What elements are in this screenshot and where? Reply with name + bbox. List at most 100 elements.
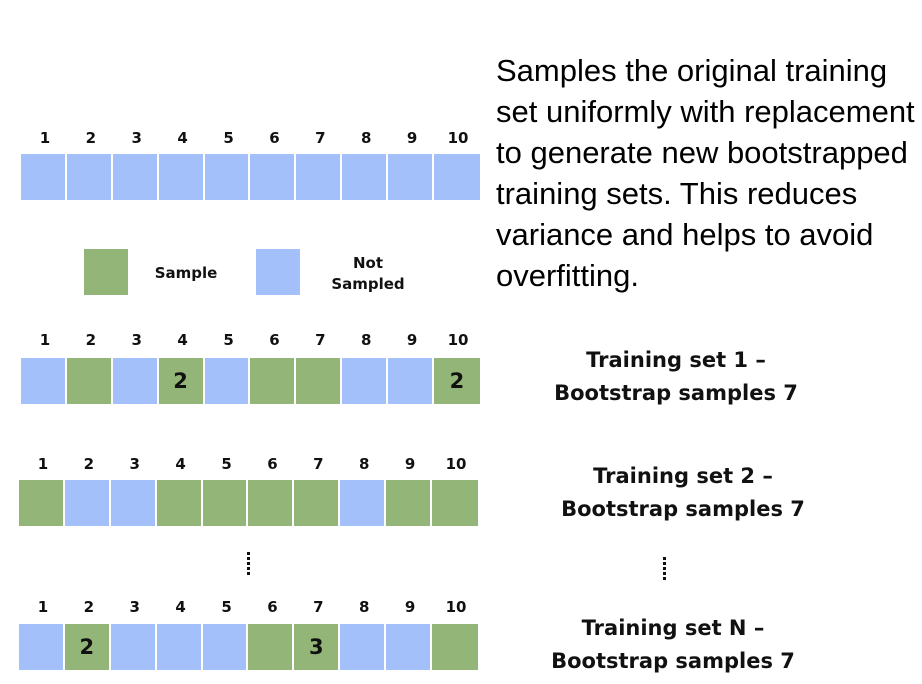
index-label: 8 (359, 598, 370, 616)
index-label: 6 (269, 331, 280, 349)
cell-sampled (386, 480, 433, 526)
cell-sampled (296, 358, 343, 404)
index-label: 2 (85, 331, 97, 349)
cell-sampled (156, 480, 203, 526)
index-label: 9 (406, 331, 418, 349)
cell-sampled (248, 480, 295, 526)
index-label: 5 (223, 331, 234, 349)
caption-set1-line1: Training set 1 – (586, 348, 766, 372)
cell-not-sampled (342, 358, 389, 404)
legend-sample-swatch (84, 249, 128, 295)
cell-not-sampled (434, 154, 480, 200)
index-label: 1 (39, 129, 51, 147)
index-label: 6 (269, 129, 280, 147)
cell-not-sampled (112, 358, 159, 404)
cell-not-sampled (340, 624, 387, 670)
cell-sampled (432, 624, 478, 670)
index-label: 3 (129, 455, 140, 473)
cell-not-sampled (296, 154, 343, 200)
index-label: 2 (85, 129, 97, 147)
cell-sampled (66, 358, 113, 404)
legend-sample-label: Sample (154, 264, 218, 282)
cell-sampled (19, 480, 65, 526)
index-label: 3 (131, 129, 142, 147)
index-row-set1: 1 2 3 4 5 6 7 8 9 10 (22, 330, 480, 350)
index-label: 1 (39, 331, 51, 349)
cell-sampled: 2 (434, 358, 480, 404)
index-label: 3 (129, 598, 140, 616)
index-label: 8 (361, 129, 372, 147)
cell-not-sampled (204, 154, 251, 200)
bar-set2 (19, 480, 478, 526)
index-label: 3 (131, 331, 142, 349)
caption-setN-line2: Bootstrap samples 7 (551, 649, 795, 673)
caption-set2-line2: Bootstrap samples 7 (561, 497, 805, 521)
legend-not-sampled-line2: Sampled (331, 275, 405, 293)
legend-not-sampled-label: Not Sampled (318, 253, 418, 295)
cell-sampled (202, 480, 249, 526)
index-label: 4 (175, 598, 186, 616)
cell-sampled: 3 (294, 624, 341, 670)
bar-original (21, 154, 480, 200)
index-label: 7 (315, 129, 326, 147)
cell-not-sampled (112, 154, 159, 200)
cell-not-sampled (340, 480, 387, 526)
cell-not-sampled (64, 480, 111, 526)
index-label: 10 (445, 455, 467, 473)
index-label: 6 (267, 598, 278, 616)
caption-set2: Training set 2 – Bootstrap samples 7 (523, 460, 843, 526)
cell-not-sampled (250, 154, 297, 200)
index-label: 2 (83, 598, 95, 616)
index-row-setN: 1 2 3 4 5 6 7 8 9 10 (20, 597, 478, 617)
index-label: 9 (406, 129, 418, 147)
index-label: 2 (83, 455, 95, 473)
legend-not-sampled-swatch (256, 249, 300, 295)
caption-set1-line2: Bootstrap samples 7 (554, 381, 798, 405)
cell-not-sampled (342, 154, 389, 200)
caption-set1: Training set 1 – Bootstrap samples 7 (516, 344, 836, 410)
index-row-original: 1 2 3 4 5 6 7 8 9 10 (22, 128, 480, 148)
index-label: 8 (359, 455, 370, 473)
index-label: 7 (313, 598, 324, 616)
cell-sampled: 2 (64, 624, 111, 670)
index-label: 1 (37, 598, 49, 616)
index-label: 10 (447, 129, 469, 147)
cell-not-sampled (66, 154, 113, 200)
caption-setN: Training set N – Bootstrap samples 7 (513, 612, 833, 678)
cell-not-sampled (110, 624, 157, 670)
cell-not-sampled (204, 358, 251, 404)
cell-sampled (294, 480, 341, 526)
index-label: 5 (223, 129, 234, 147)
cell-not-sampled (388, 358, 435, 404)
index-label: 4 (177, 331, 188, 349)
cell-sampled (432, 480, 478, 526)
index-label: 5 (221, 455, 232, 473)
index-label: 7 (315, 331, 326, 349)
index-label: 5 (221, 598, 232, 616)
index-label: 1 (37, 455, 49, 473)
index-label: 9 (404, 598, 416, 616)
cell-not-sampled (158, 154, 205, 200)
index-label: 8 (361, 331, 372, 349)
cell-not-sampled (202, 624, 249, 670)
cell-not-sampled (19, 624, 65, 670)
index-row-set2: 1 2 3 4 5 6 7 8 9 10 (20, 454, 478, 474)
legend-not-sampled-line1: Not (352, 254, 384, 272)
index-label: 6 (267, 455, 278, 473)
cell-not-sampled (21, 358, 67, 404)
cell-not-sampled (156, 624, 203, 670)
index-label: 7 (313, 455, 324, 473)
cell-not-sampled (110, 480, 157, 526)
caption-set2-line1: Training set 2 – (593, 464, 773, 488)
description-text: Samples the original training set unifor… (496, 53, 915, 293)
index-label: 4 (177, 129, 188, 147)
ellipsis-right (663, 557, 667, 580)
index-label: 9 (404, 455, 416, 473)
ellipsis-left (247, 552, 251, 575)
caption-setN-line1: Training set N – (581, 616, 765, 640)
index-label: 10 (445, 598, 467, 616)
cell-sampled (250, 358, 297, 404)
cell-not-sampled (21, 154, 67, 200)
